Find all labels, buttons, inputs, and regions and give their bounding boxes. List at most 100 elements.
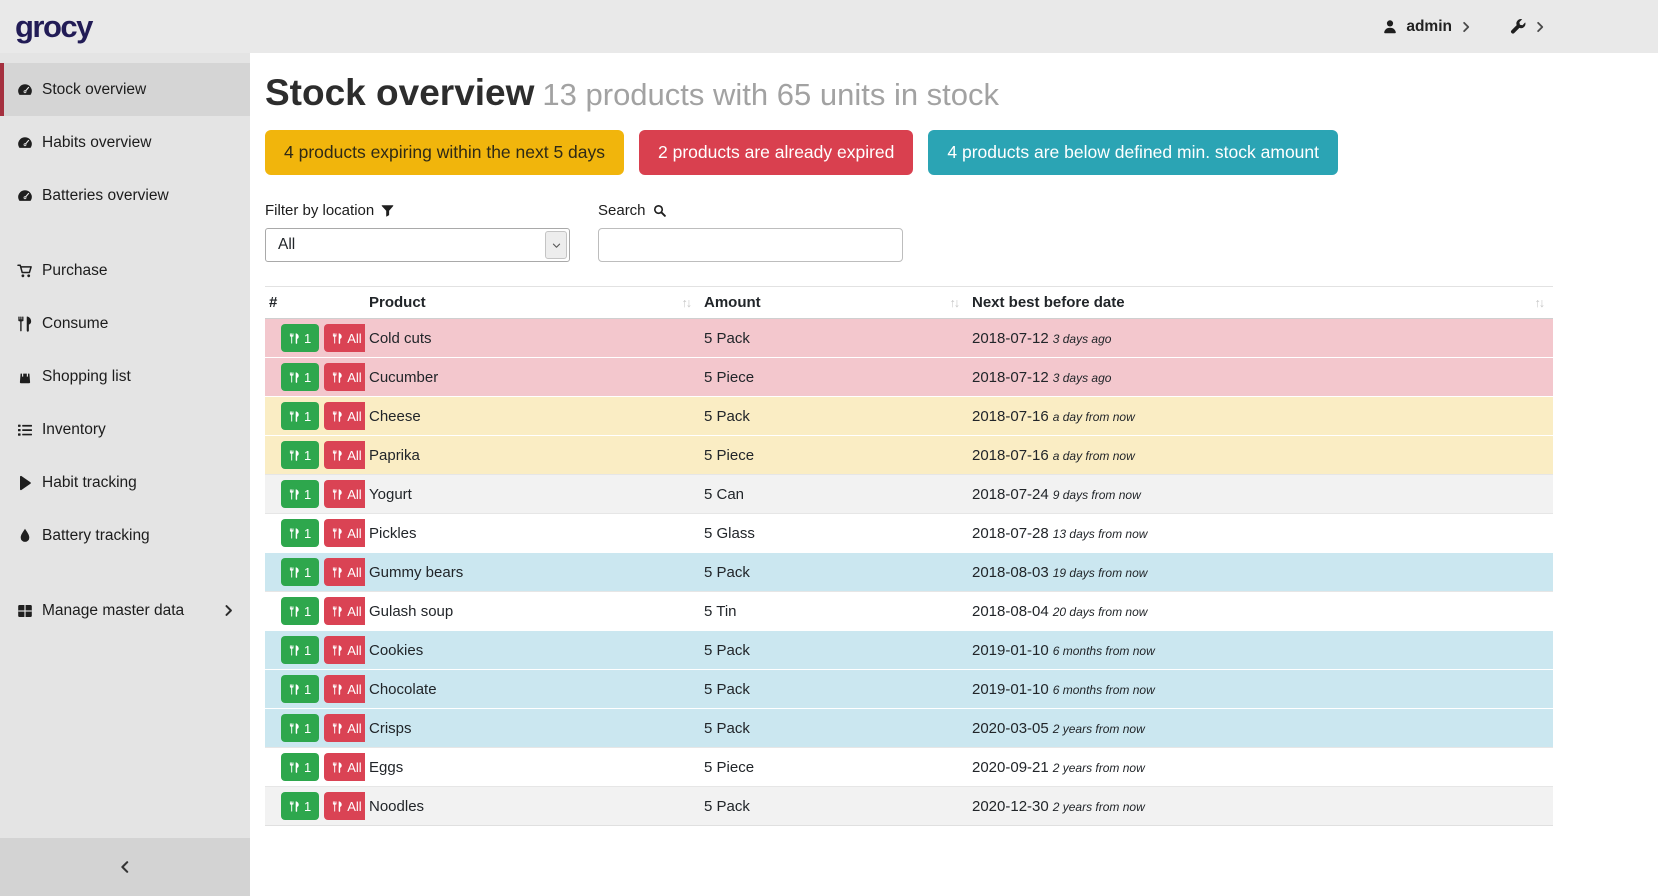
best-before-cell: 2020-09-21 2 years from now: [968, 747, 1553, 787]
consume-all-button[interactable]: All: [324, 792, 365, 821]
sidebar-item-label: Habit tracking: [42, 473, 137, 491]
search-filter: Search: [598, 202, 903, 263]
table-row-eggs: 1 All Eggs 5 Piece 2020-09-21 2 years from no…: [265, 747, 1553, 787]
best-before-date: 2020-09-21: [972, 758, 1049, 776]
user-menu[interactable]: admin: [1382, 18, 1472, 36]
sidebar-item-manage-master-data[interactable]: Manage master data: [0, 584, 250, 637]
sidebar-item-inventory[interactable]: Inventory: [0, 403, 250, 456]
page-heading: Stock overview 13 products with 65 units …: [265, 71, 1553, 115]
column-header-product[interactable]: Product ↑↓: [365, 286, 700, 320]
sort-icon[interactable]: ↑↓: [949, 295, 960, 310]
utensils-icon: [332, 411, 343, 422]
consume-one-button[interactable]: 1: [281, 714, 320, 743]
page-subtitle: 13 products with 65 units in stock: [542, 77, 1000, 112]
consume-one-button[interactable]: 1: [281, 402, 320, 431]
sidebar-collapse-button[interactable]: [0, 838, 250, 896]
due-in-text: 6 months from now: [1052, 643, 1155, 658]
tachometer-icon: [17, 135, 33, 151]
consume-one-button[interactable]: 1: [281, 792, 320, 821]
actions-cell: 1 All: [265, 318, 365, 358]
sidebar-item-batteries-overview[interactable]: Batteries overview: [0, 169, 250, 222]
alert-button-4-products-expiring-within[interactable]: 4 products expiring within the next 5 da…: [265, 130, 625, 176]
sidebar-item-battery-tracking[interactable]: Battery tracking: [0, 509, 250, 562]
actions-cell: 1 All: [265, 669, 365, 709]
sidebar-item-stock-overview[interactable]: Stock overview: [0, 63, 250, 116]
settings-menu[interactable]: [1510, 18, 1546, 35]
table-body: 1 All Cold cuts 5 Pack 2018-07-12 3 days ago 1…: [265, 318, 1553, 826]
consume-one-button[interactable]: 1: [281, 675, 320, 704]
best-before-cell: 2018-08-03 19 days from now: [968, 552, 1553, 592]
consume-all-button[interactable]: All: [324, 753, 365, 782]
sort-icon[interactable]: ↑↓: [1534, 295, 1545, 310]
consume-one-button[interactable]: 1: [281, 519, 320, 548]
table-row-cheese: 1 All Cheese 5 Pack 2018-07-16 a day from now: [265, 396, 1553, 436]
utensils-icon: [332, 801, 343, 812]
amount-cell: 5 Pack: [700, 708, 968, 748]
wrench-icon: [1510, 18, 1526, 35]
utensils-icon: [332, 333, 343, 344]
sidebar-item-label: Manage master data: [42, 601, 185, 619]
tachometer-icon: [17, 82, 33, 98]
utensils-icon: [332, 567, 343, 578]
utensils-icon: [289, 567, 300, 578]
actions-cell: 1 All: [265, 786, 365, 826]
chevron-right-icon: [222, 604, 235, 617]
best-before-date: 2020-12-30: [972, 797, 1049, 815]
sidebar-item-purchase[interactable]: Purchase: [0, 244, 250, 297]
consume-all-button[interactable]: All: [324, 519, 365, 548]
sidebar-item-habit-tracking[interactable]: Habit tracking: [0, 456, 250, 509]
best-before-cell: 2018-07-12 3 days ago: [968, 318, 1553, 358]
sidebar-nav: Stock overview Habits overview Batteries o…: [0, 53, 250, 637]
product-cell: Gummy bears: [365, 552, 700, 592]
amount-cell: 5 Pack: [700, 669, 968, 709]
sidebar-item-label: Consume: [42, 314, 109, 332]
actions-cell: 1 All: [265, 747, 365, 787]
utensils-icon: [332, 684, 343, 695]
consume-one-button[interactable]: 1: [281, 753, 320, 782]
best-before-cell: 2018-08-04 20 days from now: [968, 591, 1553, 631]
navbar-right: admin: [1382, 18, 1546, 36]
consume-all-button[interactable]: All: [324, 714, 365, 743]
consume-all-button[interactable]: All: [324, 402, 365, 431]
consume-all-button[interactable]: All: [324, 441, 365, 470]
column-header-amount[interactable]: Amount ↑↓: [700, 286, 968, 320]
app-logo[interactable]: grocy: [15, 8, 93, 44]
consume-all-button[interactable]: All: [324, 675, 365, 704]
consume-one-button[interactable]: 1: [281, 324, 320, 353]
consume-all-button[interactable]: All: [324, 480, 365, 509]
consume-one-button[interactable]: 1: [281, 597, 320, 626]
consume-all-button[interactable]: All: [324, 324, 365, 353]
product-cell: Cookies: [365, 630, 700, 670]
consume-one-button[interactable]: 1: [281, 636, 320, 665]
sidebar-item-label: Purchase: [42, 261, 108, 279]
consume-all-button[interactable]: All: [324, 363, 365, 392]
actions-cell: 1 All: [265, 474, 365, 514]
best-before-cell: 2019-01-10 6 months from now: [968, 630, 1553, 670]
search-input[interactable]: [598, 228, 903, 263]
filter-row: Filter by location All Search: [265, 202, 1553, 263]
consume-one-button[interactable]: 1: [281, 363, 320, 392]
location-filter: Filter by location All: [265, 202, 570, 263]
sort-icon[interactable]: ↑↓: [681, 295, 692, 310]
consume-all-button[interactable]: All: [324, 597, 365, 626]
best-before-cell: 2019-01-10 6 months from now: [968, 669, 1553, 709]
list-icon: [17, 422, 33, 438]
page-title: Stock overview: [265, 72, 535, 113]
product-cell: Cold cuts: [365, 318, 700, 358]
consume-one-button[interactable]: 1: [281, 441, 320, 470]
alert-button-4-products-are-below[interactable]: 4 products are below defined min. stock …: [928, 130, 1338, 176]
sidebar: Stock overview Habits overview Batteries o…: [0, 53, 250, 896]
sidebar-item-consume[interactable]: Consume: [0, 297, 250, 350]
main-content: Stock overview 13 products with 65 units …: [250, 53, 1658, 896]
consume-all-button[interactable]: All: [324, 636, 365, 665]
location-select[interactable]: All: [265, 228, 570, 263]
consume-one-button[interactable]: 1: [281, 480, 320, 509]
sidebar-item-habits-overview[interactable]: Habits overview: [0, 116, 250, 169]
alert-button-2-products-are-already[interactable]: 2 products are already expired: [639, 130, 914, 176]
actions-cell: 1 All: [265, 630, 365, 670]
sidebar-item-shopping-list[interactable]: Shopping list: [0, 350, 250, 403]
consume-one-button[interactable]: 1: [281, 558, 320, 587]
consume-all-button[interactable]: All: [324, 558, 365, 587]
username-label: admin: [1406, 17, 1452, 35]
column-header-next-best-before-date[interactable]: Next best before date ↑↓: [968, 286, 1553, 320]
